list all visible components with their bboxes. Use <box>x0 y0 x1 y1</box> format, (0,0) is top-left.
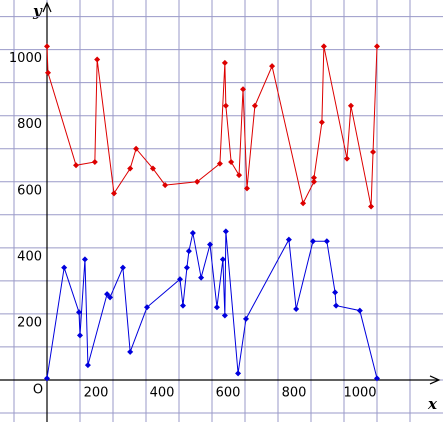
point-marker <box>81 256 88 263</box>
x-tick-label: 1000 <box>343 385 376 400</box>
point-marker <box>77 332 83 339</box>
point-marker <box>228 158 235 165</box>
point-marker <box>309 238 316 245</box>
point-marker <box>347 102 354 109</box>
point-marker <box>91 158 98 165</box>
point-marker <box>73 162 80 169</box>
point-marker <box>207 241 214 248</box>
point-marker <box>293 305 300 312</box>
point-marker <box>94 56 101 63</box>
point-marker <box>374 43 380 50</box>
x-tick-label: 400 <box>150 385 175 400</box>
point-marker <box>61 264 68 271</box>
point-marker <box>44 375 50 382</box>
point-marker <box>370 149 377 156</box>
point-marker <box>189 229 196 236</box>
point-marker <box>240 86 247 93</box>
series-line <box>46 231 378 379</box>
y-tick-label: 400 <box>17 249 42 264</box>
series-line <box>46 46 378 207</box>
point-marker <box>176 276 183 283</box>
point-marker <box>107 294 114 301</box>
point-marker <box>251 102 258 109</box>
x-axis-label: x <box>427 395 438 413</box>
point-marker <box>222 228 229 235</box>
point-marker <box>323 238 330 245</box>
point-marker <box>110 190 117 197</box>
point-marker <box>183 264 190 271</box>
y-tick-label: 600 <box>17 183 42 198</box>
origin-label: O <box>33 383 43 398</box>
y-tick-label: 200 <box>17 315 42 330</box>
point-marker <box>222 102 229 109</box>
point-marker <box>198 274 205 281</box>
point-marker <box>333 302 340 309</box>
point-marker <box>216 160 223 167</box>
point-marker <box>179 302 186 309</box>
x-tick-label: 200 <box>84 385 109 400</box>
point-marker <box>127 348 134 355</box>
point-marker <box>310 174 317 181</box>
point-marker <box>332 289 339 296</box>
point-marker <box>143 304 150 311</box>
point-marker <box>243 185 250 192</box>
point-marker <box>300 200 307 207</box>
point-marker <box>219 256 226 263</box>
point-marker <box>269 63 276 70</box>
point-marker <box>185 248 192 255</box>
point-marker <box>242 315 249 322</box>
point-marker <box>133 145 140 152</box>
y-axis-label: y <box>32 2 43 20</box>
y-tick-label: 1000 <box>9 51 42 66</box>
point-marker <box>221 59 228 66</box>
point-marker <box>119 264 126 271</box>
point-marker <box>162 182 169 189</box>
x-tick-label: 800 <box>282 385 307 400</box>
point-marker <box>104 291 111 298</box>
point-marker <box>213 304 220 311</box>
point-marker <box>235 370 242 377</box>
point-marker <box>149 165 156 172</box>
point-marker <box>356 307 363 314</box>
point-marker <box>374 375 380 382</box>
point-marker <box>320 43 327 50</box>
point-marker <box>236 172 243 179</box>
x-tick-label: 600 <box>216 385 241 400</box>
y-axis-arrow <box>42 1 52 13</box>
point-marker <box>318 119 325 126</box>
point-marker <box>221 312 228 319</box>
point-marker <box>44 69 51 76</box>
point-marker <box>310 178 317 185</box>
point-marker <box>76 309 83 316</box>
point-marker <box>44 43 50 50</box>
point-marker <box>127 165 134 172</box>
point-marker <box>194 178 201 185</box>
x-axis-arrow <box>429 375 441 385</box>
point-marker <box>84 362 91 369</box>
point-marker <box>368 203 375 210</box>
point-marker <box>343 155 350 162</box>
y-tick-label: 800 <box>17 117 42 132</box>
point-marker <box>285 236 292 243</box>
